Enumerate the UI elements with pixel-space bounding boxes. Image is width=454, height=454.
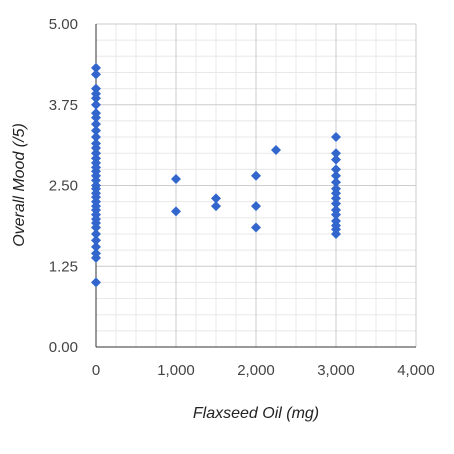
y-tick-labels: 0.00 1.25 2.50 3.75 5.00	[49, 16, 78, 356]
y-tick-label: 5.00	[49, 16, 78, 33]
data-point	[331, 154, 341, 165]
data-point	[331, 177, 341, 188]
y-tick-label: 3.75	[49, 97, 78, 114]
data-point	[211, 201, 221, 212]
data-point	[91, 69, 101, 80]
data-point	[331, 132, 341, 143]
data-point	[331, 170, 341, 181]
data-point	[271, 144, 281, 155]
data-point	[91, 112, 101, 123]
x-tick-label: 2,000	[237, 362, 275, 379]
data-point	[331, 164, 341, 175]
data-point	[331, 228, 341, 239]
y-tick-label: 1.25	[49, 258, 78, 275]
data-point	[251, 170, 261, 181]
data-point	[211, 193, 221, 204]
data-point	[91, 235, 101, 246]
data-point	[331, 209, 341, 220]
data-point	[251, 222, 261, 233]
x-tick-labels: 0 1,000 2,000 3,000 4,000	[92, 362, 435, 379]
x-tick-label: 3,000	[317, 362, 355, 379]
data-point	[91, 277, 101, 288]
data-point	[171, 174, 181, 185]
x-axis-title: Flaxseed Oil (mg)	[193, 405, 319, 422]
data-point	[91, 119, 101, 130]
data-point	[91, 222, 101, 233]
data-point	[91, 83, 101, 94]
data-point	[91, 93, 101, 104]
data-point	[91, 241, 101, 252]
data-point	[91, 125, 101, 136]
data-point	[251, 201, 261, 212]
x-tick-label: 4,000	[397, 362, 435, 379]
y-axis-title: Overall Mood (/5)	[11, 123, 28, 247]
data-point	[171, 206, 181, 217]
data-point	[91, 132, 101, 143]
data-point	[331, 148, 341, 159]
x-tick-label: 0	[92, 362, 100, 379]
data-point	[91, 175, 101, 186]
y-tick-label: 2.50	[49, 178, 78, 195]
data-point	[91, 252, 101, 263]
data-point	[91, 99, 101, 110]
data-point	[91, 62, 101, 73]
data-point	[91, 228, 101, 239]
data-points	[91, 62, 341, 288]
data-point	[331, 193, 341, 204]
data-point	[91, 143, 101, 154]
data-point	[91, 148, 101, 159]
data-point	[331, 188, 341, 199]
y-tick-label: 0.00	[49, 339, 78, 356]
x-tick-label: 1,000	[157, 362, 195, 379]
data-point	[331, 198, 341, 209]
